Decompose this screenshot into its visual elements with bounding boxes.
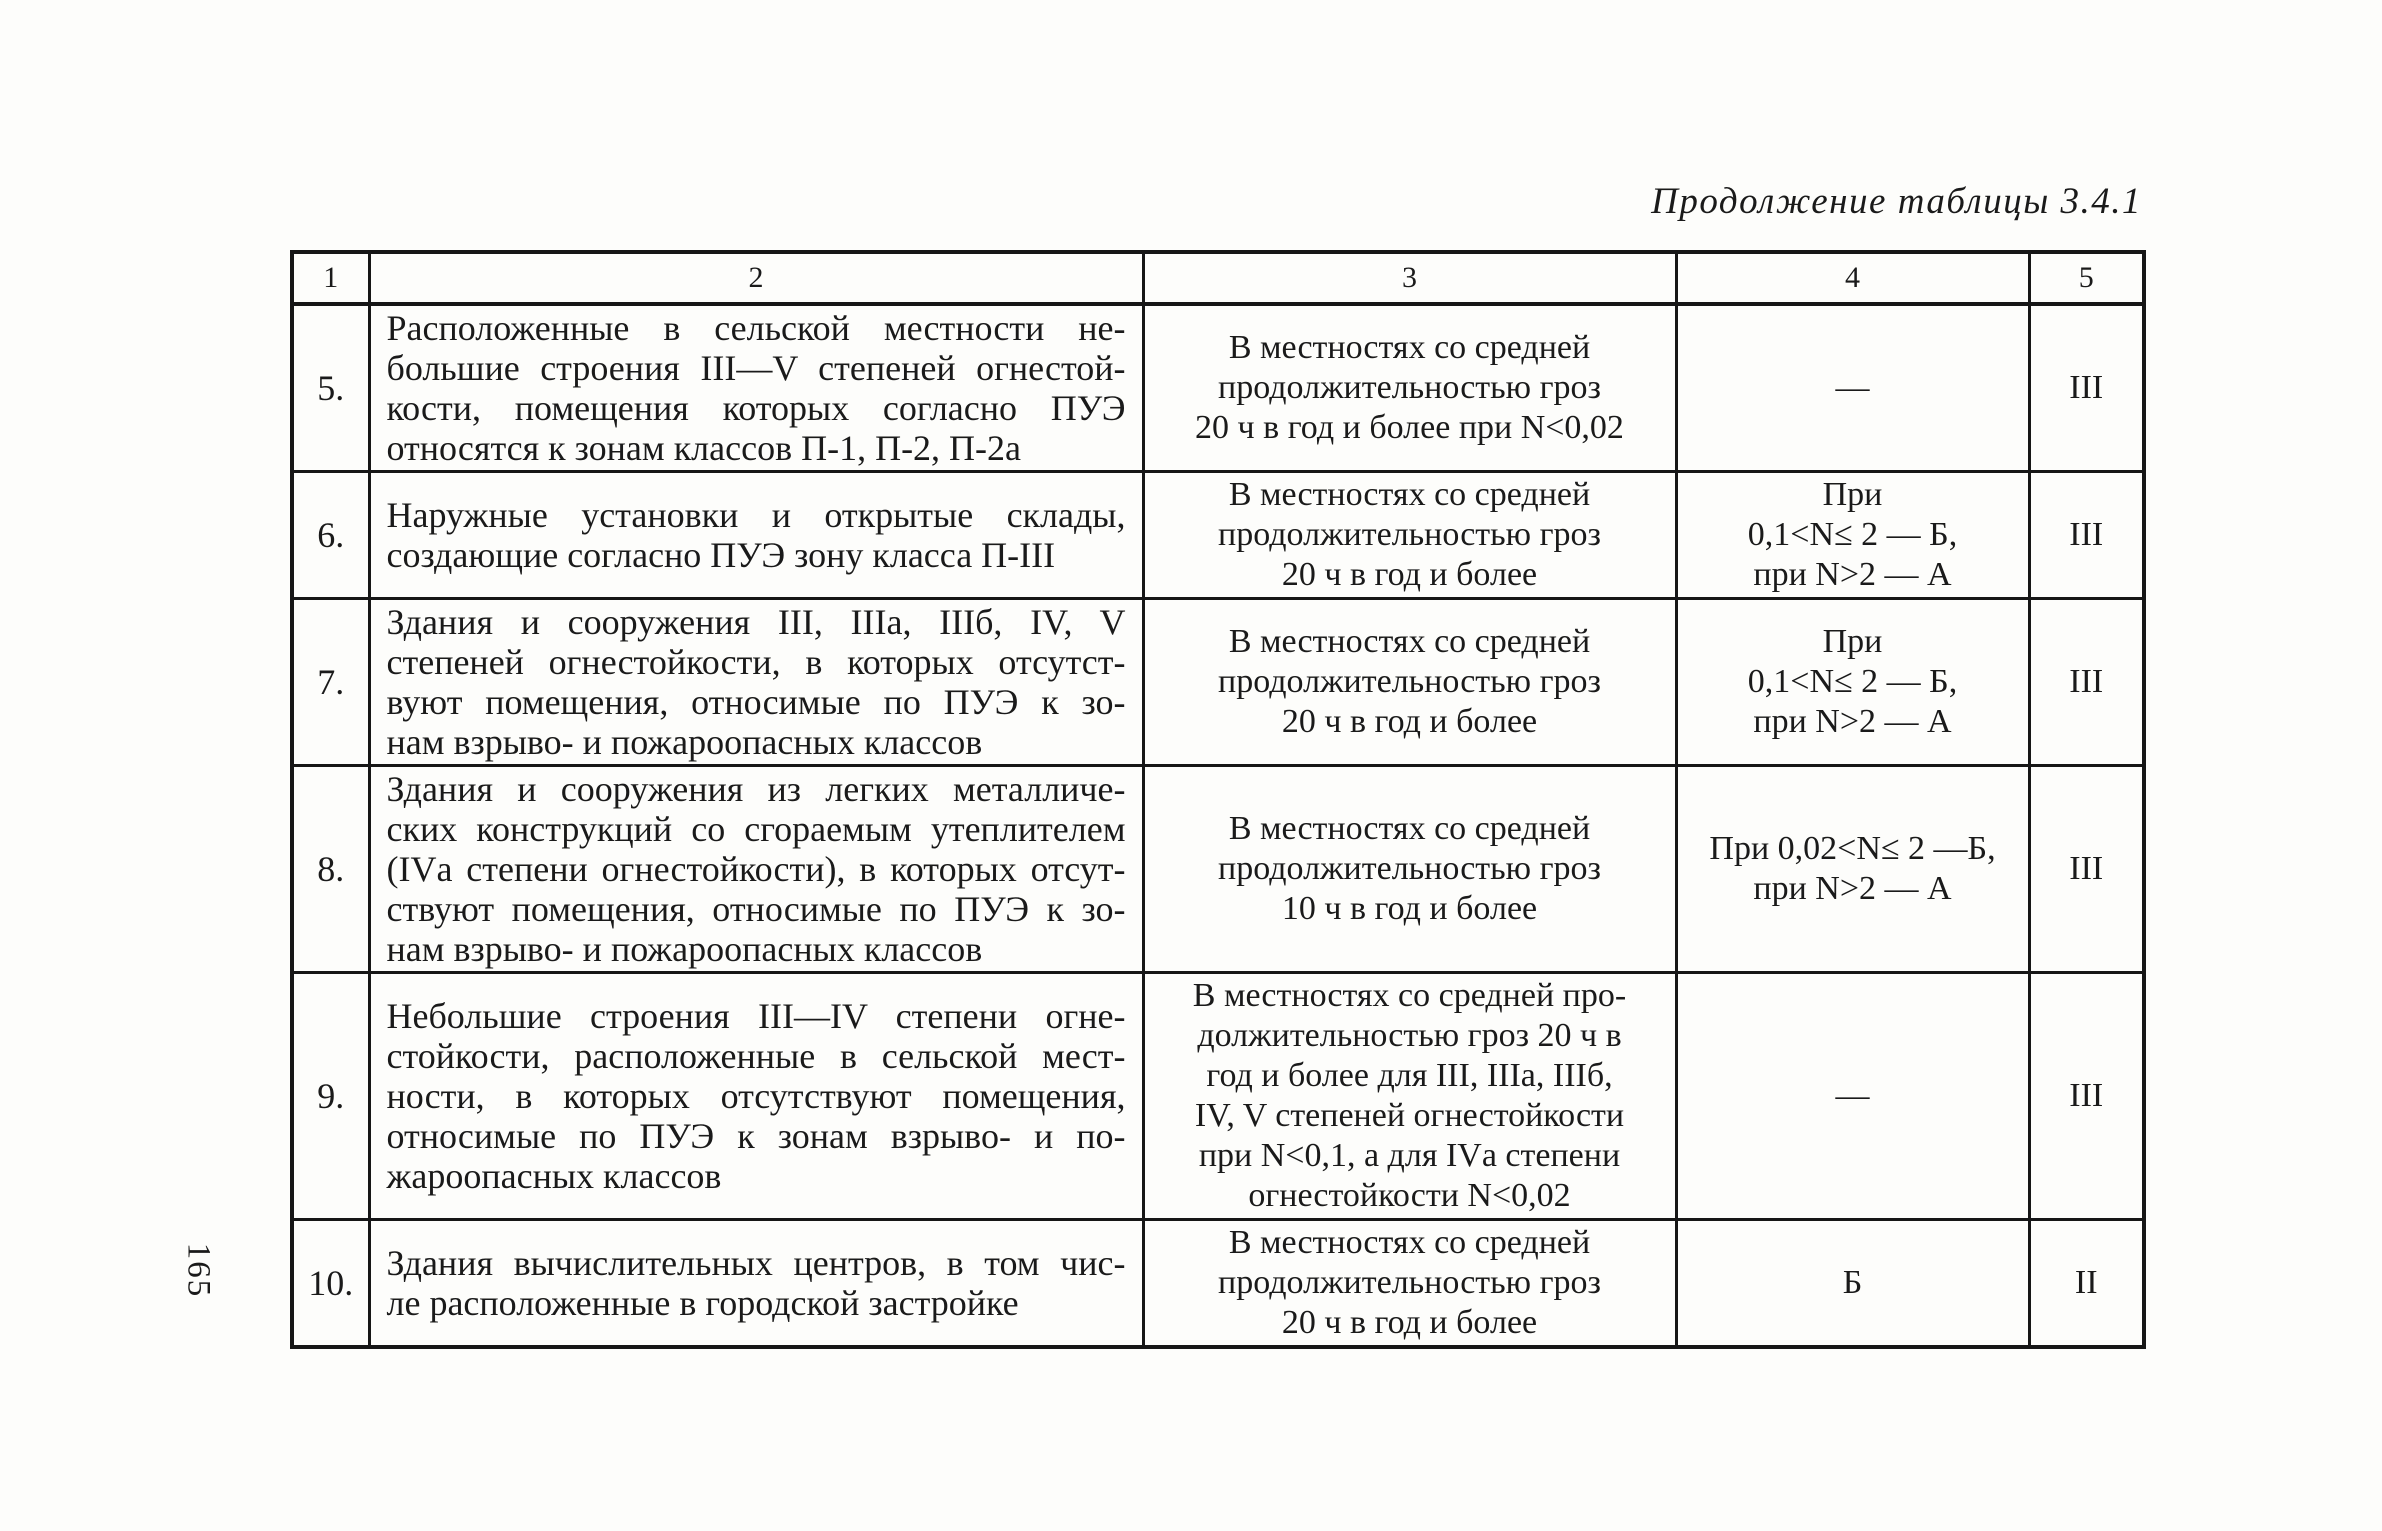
row-number-cell: 6. (290, 470, 371, 600)
row-number-cell: 5. (290, 302, 371, 473)
header-row: 1 2 3 4 5 (290, 250, 2146, 306)
object-description-cell: Расположенные в сельской местности не-бо… (367, 302, 1145, 473)
zone-type-cell: При 0,1<N≤ 2 — Б, при N>2 — А (1674, 470, 2031, 600)
protection-category-cell: II (2027, 1218, 2146, 1349)
row-number-cell: 7. (290, 597, 371, 767)
table-row: 10. Здания вычислительных центров, в том… (290, 1218, 2146, 1349)
table-row: 6. Наружные установки и открытые склады,… (290, 470, 2146, 600)
conditions-cell: В местностях со средней продолжительност… (1141, 1218, 1678, 1349)
conditions-cell: В местностях со средней продолжительност… (1141, 302, 1678, 473)
column-header-4: 4 (1674, 250, 2031, 306)
protection-category-cell: III (2027, 764, 2146, 974)
protection-category-cell: III (2027, 971, 2146, 1221)
row-number-cell: 9. (290, 971, 371, 1221)
zone-type-cell: Б (1674, 1218, 2031, 1349)
protection-category-cell: III (2027, 470, 2146, 600)
table-row: 8. Здания и сооружения из легких металли… (290, 764, 2146, 974)
conditions-cell: В местностях со средней продолжительност… (1141, 470, 1678, 600)
object-description-cell: Здания и сооружения III, IIIа, IIIб, IV,… (367, 597, 1145, 767)
zone-type-cell: — (1674, 971, 2031, 1221)
object-description-cell: Здания и сооружения из легких металличе-… (367, 764, 1145, 974)
object-description-cell: Небольшие строения III—IV степени огне-с… (367, 971, 1145, 1221)
protection-category-cell: III (2027, 597, 2146, 767)
conditions-cell: В местностях со средней продолжительност… (1141, 764, 1678, 974)
column-header-5: 5 (2027, 250, 2146, 306)
conditions-cell: В местностях со средней про- должительно… (1141, 971, 1678, 1221)
row-number-cell: 8. (290, 764, 371, 974)
table-row: 9. Небольшие строения III—IV степени огн… (290, 971, 2146, 1221)
table-row: 5. Расположенные в сельской местности не… (290, 302, 2146, 473)
protection-category-cell: III (2027, 302, 2146, 473)
object-description-cell: Наружные установки и открытые склады, соз… (367, 470, 1145, 600)
column-header-1: 1 (290, 250, 371, 306)
row-number-cell: 10. (290, 1218, 371, 1349)
page-number: 165 (180, 1242, 217, 1299)
zone-type-cell: При 0,02<N≤ 2 —Б, при N>2 — А (1674, 764, 2031, 974)
table-row: 7. Здания и сооружения III, IIIа, IIIб, … (290, 597, 2146, 767)
zone-type-cell: При 0,1<N≤ 2 — Б, при N>2 — А (1674, 597, 2031, 767)
zone-type-cell: — (1674, 302, 2031, 473)
column-header-2: 2 (367, 250, 1145, 306)
lightning-protection-table: 1 2 3 4 5 5. Расположенные в сельской ме… (290, 250, 2146, 1349)
object-description-cell: Здания вычислительных центров, в том чис… (367, 1218, 1145, 1349)
conditions-cell: В местностях со средней продолжительност… (1141, 597, 1678, 767)
column-header-3: 3 (1141, 250, 1678, 306)
table-continuation-caption: Продолжение таблицы 3.4.1 (1651, 181, 2142, 222)
